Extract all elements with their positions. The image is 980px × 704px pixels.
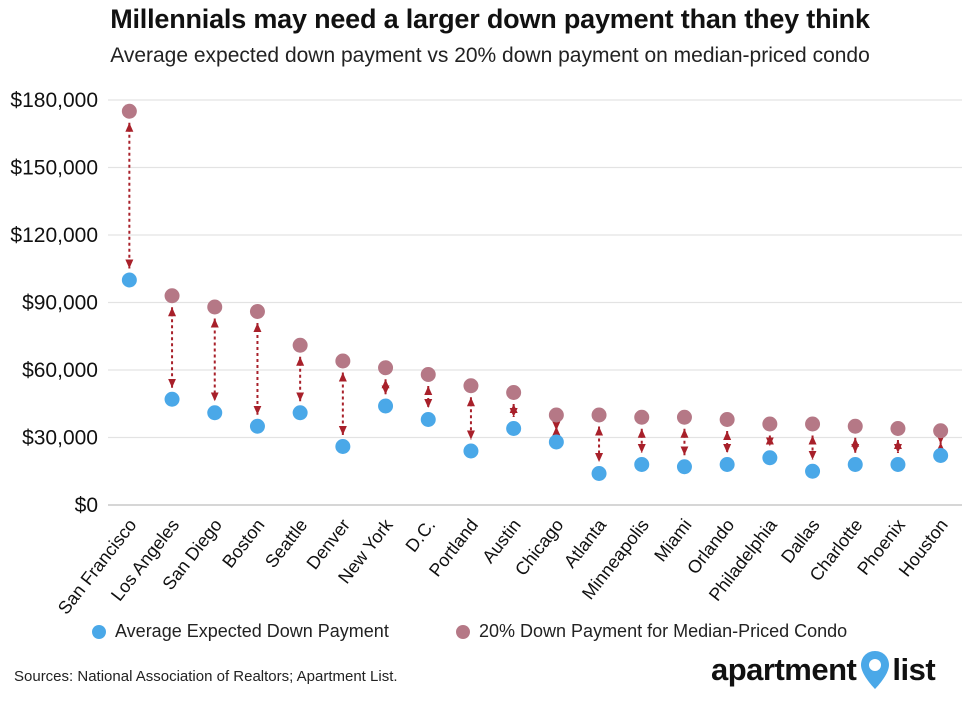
y-tick-label: $150,000 [10,157,98,180]
logo-text-list: list [892,652,936,687]
point-expected [506,421,522,436]
point-condo [506,385,522,400]
point-condo [719,412,735,427]
y-tick-label: $90,000 [22,292,98,315]
point-expected [591,466,607,481]
point-condo [548,407,564,423]
point-condo [378,360,394,376]
x-tick-label: Boston [218,515,268,571]
point-expected [121,272,137,288]
point-expected [463,443,479,459]
point-expected [420,412,436,427]
point-expected [249,418,265,434]
point-condo [591,407,607,423]
x-tick-label: Seattle [261,515,311,571]
legend-expected-marker [92,624,106,639]
x-tick-label: D.C. [401,515,439,556]
y-tick-label: $180,000 [10,89,98,112]
y-tick-label: $120,000 [10,224,98,247]
legend-condo-marker [456,624,470,639]
point-condo [890,421,906,436]
y-tick-label: $30,000 [22,427,98,450]
point-condo [249,304,265,319]
point-expected [805,463,821,479]
point-expected [292,405,308,421]
source-note: Sources: National Association of Realtor… [14,668,398,685]
chart-subtitle: Average expected down payment vs 20% dow… [110,44,870,67]
point-condo [933,423,949,439]
y-tick-label: $0 [75,494,98,517]
point-expected [933,448,949,463]
point-condo [676,409,692,425]
point-expected [548,434,564,450]
legend-item-expected: Average Expected Down Payment [92,621,389,642]
point-expected [207,405,223,421]
point-expected [890,457,906,472]
point-condo [634,409,650,425]
point-expected [719,457,735,472]
point-condo [463,378,479,394]
point-condo [121,103,137,119]
chart-title: Millennials may need a larger down payme… [110,4,870,34]
point-condo [805,416,821,432]
location-pin-icon [861,651,890,689]
point-condo [292,337,308,353]
point-expected [634,457,650,472]
point-expected [164,391,180,407]
y-axis-ticks: $0 $30,000 $60,000 $90,000 $120,000 $150,000 $… [10,89,98,517]
gridlines [108,99,962,506]
points [121,103,949,481]
logo-text-apartment: apartment [711,652,857,687]
point-expected [762,450,778,466]
point-condo [420,367,436,382]
point-condo [207,299,223,315]
point-expected [676,459,692,475]
apartment-list-logo[interactable]: apartment list [711,650,936,690]
connectors [125,122,945,462]
point-expected [847,457,863,472]
point-condo [847,418,863,434]
point-condo [335,353,351,369]
point-condo [164,288,180,304]
y-tick-label: $60,000 [22,359,98,382]
point-condo [762,416,778,432]
legend-expected-label: Average Expected Down Payment [115,621,389,641]
legend-condo-label: 20% Down Payment for Median-Priced Condo [479,621,848,641]
legend-item-condo: 20% Down Payment for Median-Priced Condo [456,621,847,642]
point-expected [378,398,394,414]
point-expected [335,439,351,454]
